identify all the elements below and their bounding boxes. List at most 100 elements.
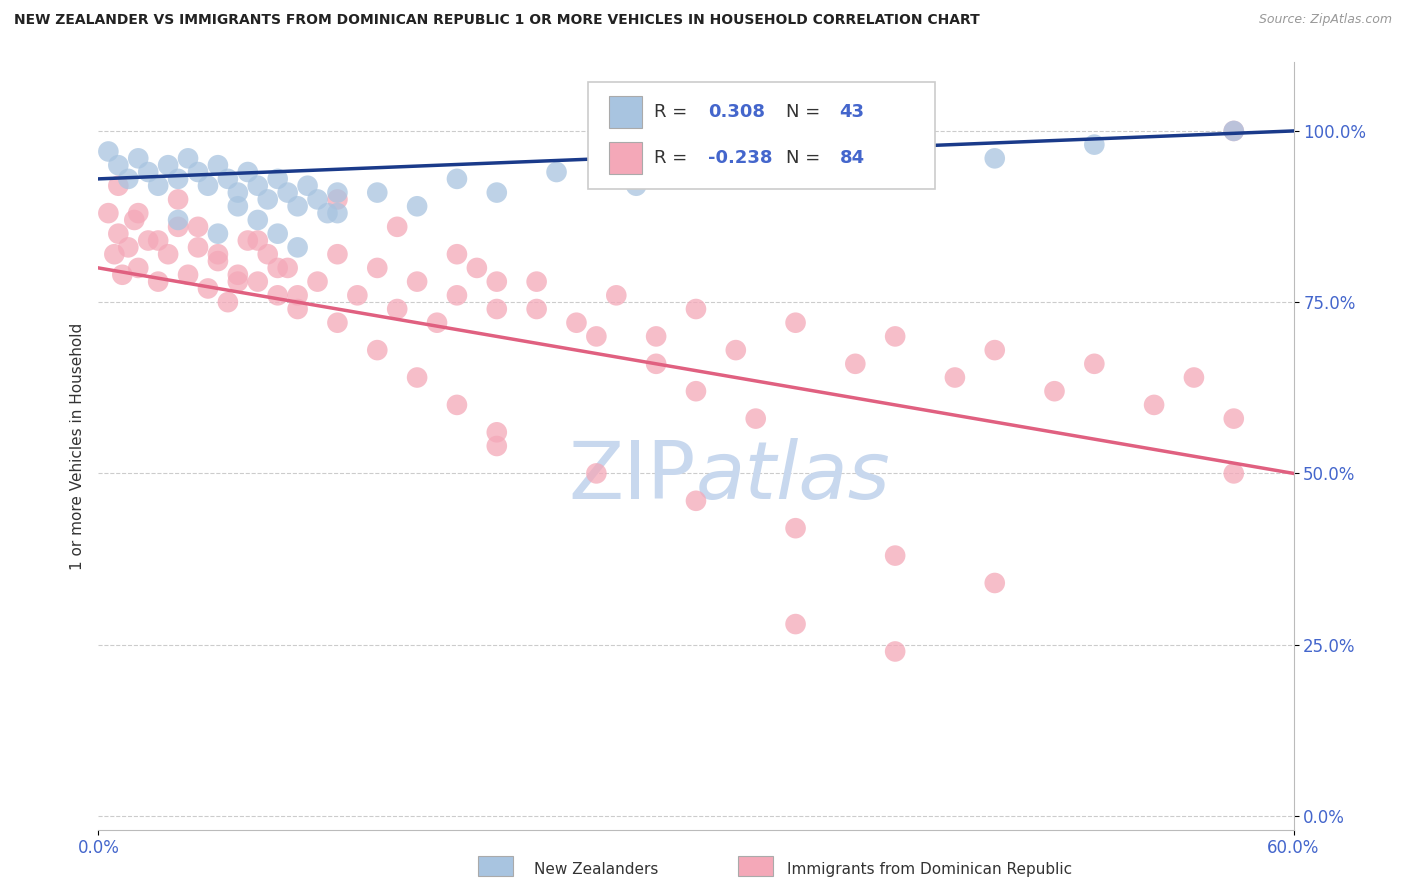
Point: [406, 275, 429, 289]
Point: [685, 152, 707, 166]
Point: [1083, 137, 1105, 152]
Point: [884, 644, 907, 658]
Point: [884, 549, 907, 563]
Point: [446, 398, 468, 412]
Point: [645, 329, 668, 343]
Point: [207, 227, 229, 241]
Point: [446, 247, 468, 261]
Point: [226, 199, 249, 213]
Point: [287, 240, 309, 254]
Point: [785, 316, 807, 330]
Text: Immigrants from Dominican Republic: Immigrants from Dominican Republic: [787, 863, 1073, 877]
Y-axis label: 1 or more Vehicles in Household: 1 or more Vehicles in Household: [69, 322, 84, 570]
Text: atlas: atlas: [696, 438, 891, 516]
Point: [446, 172, 468, 186]
Point: [107, 158, 129, 172]
Point: [287, 288, 309, 302]
Point: [326, 206, 349, 220]
Point: [267, 172, 290, 186]
FancyBboxPatch shape: [609, 142, 643, 175]
Point: [785, 521, 807, 535]
Point: [316, 206, 339, 220]
Text: Source: ZipAtlas.com: Source: ZipAtlas.com: [1258, 13, 1392, 27]
Point: [406, 199, 429, 213]
Point: [148, 178, 170, 193]
Point: [585, 467, 607, 481]
Point: [307, 193, 329, 207]
Point: [326, 193, 349, 207]
Point: [226, 275, 249, 289]
Point: [1223, 124, 1246, 138]
Point: [127, 206, 149, 220]
Point: [626, 178, 648, 193]
Text: 84: 84: [839, 149, 865, 168]
Point: [157, 158, 180, 172]
FancyBboxPatch shape: [738, 856, 773, 876]
Point: [307, 275, 329, 289]
Point: [426, 316, 449, 330]
FancyBboxPatch shape: [589, 81, 935, 189]
Point: [217, 172, 239, 186]
Point: [267, 227, 290, 241]
Point: [984, 343, 1007, 358]
Point: [1223, 411, 1246, 425]
Point: [1182, 370, 1205, 384]
Point: [485, 301, 508, 316]
Point: [197, 281, 219, 295]
Point: [167, 219, 190, 234]
Text: R =: R =: [654, 149, 693, 168]
Point: [111, 268, 134, 282]
Point: [385, 301, 409, 316]
Point: [226, 186, 249, 200]
Text: N =: N =: [786, 103, 825, 121]
Point: [236, 234, 259, 248]
Point: [526, 301, 548, 316]
Point: [256, 247, 278, 261]
Point: [226, 268, 249, 282]
Point: [1223, 124, 1246, 138]
Point: [267, 288, 290, 302]
Point: [565, 316, 588, 330]
Point: [406, 370, 429, 384]
Point: [136, 234, 159, 248]
Text: R =: R =: [654, 103, 693, 121]
Point: [246, 275, 269, 289]
Point: [446, 288, 468, 302]
Text: N =: N =: [786, 149, 825, 168]
Point: [605, 288, 627, 302]
Point: [844, 357, 866, 371]
Point: [385, 219, 409, 234]
Point: [366, 260, 388, 275]
Point: [526, 275, 548, 289]
Point: [297, 178, 319, 193]
Point: [465, 260, 488, 275]
Point: [287, 301, 309, 316]
Point: [127, 260, 149, 275]
Point: [1143, 398, 1166, 412]
Point: [277, 260, 299, 275]
Point: [984, 576, 1007, 591]
Point: [585, 329, 607, 343]
Point: [785, 617, 807, 632]
Text: ZIP: ZIP: [568, 438, 696, 516]
Point: [107, 227, 129, 241]
Point: [136, 165, 159, 179]
Point: [148, 234, 170, 248]
Point: [246, 234, 269, 248]
Text: NEW ZEALANDER VS IMMIGRANTS FROM DOMINICAN REPUBLIC 1 OR MORE VEHICLES IN HOUSEH: NEW ZEALANDER VS IMMIGRANTS FROM DOMINIC…: [14, 13, 980, 28]
Point: [187, 219, 209, 234]
Point: [246, 178, 269, 193]
Point: [685, 493, 707, 508]
Point: [685, 301, 707, 316]
FancyBboxPatch shape: [478, 856, 513, 876]
Point: [167, 193, 190, 207]
Text: 0.308: 0.308: [709, 103, 765, 121]
Point: [97, 206, 120, 220]
Text: -0.238: -0.238: [709, 149, 772, 168]
Point: [485, 186, 508, 200]
Point: [685, 384, 707, 399]
Point: [148, 275, 170, 289]
Point: [127, 152, 149, 166]
Point: [724, 343, 747, 358]
Point: [326, 247, 349, 261]
